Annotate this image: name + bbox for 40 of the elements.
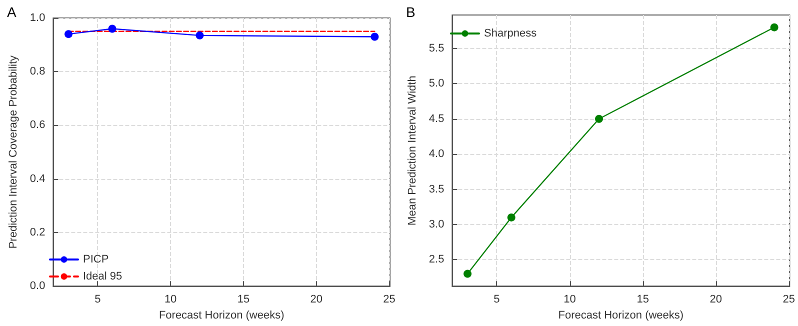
x-tick-label: 10 (564, 294, 576, 306)
chart-title: A (7, 4, 17, 20)
point (464, 270, 472, 278)
y-tick-label: 0.2 (30, 226, 46, 238)
y-tick-label: 0.4 (30, 172, 46, 185)
x-axis-title: Forecast Horizon (weeks) (158, 310, 284, 322)
x-tick-label: 25 (383, 294, 396, 306)
point (595, 114, 604, 123)
y-tick-label: 4.0 (428, 148, 444, 160)
y-tick-label: 3.0 (428, 218, 444, 230)
x-tick-label: 20 (310, 294, 322, 306)
y-tick-label: 0.6 (30, 119, 46, 132)
y-tick-label: 5.0 (428, 78, 444, 90)
y-tick-label: 3.5 (428, 183, 444, 196)
x-tick-label: 25 (782, 294, 796, 306)
y-axis-title: Prediction Interval Coverage Probability (8, 54, 20, 249)
y-tick-label: 0.0 (30, 280, 46, 292)
point (64, 30, 72, 38)
x-tick-label: 5 (94, 294, 101, 306)
x-axis-title: Forecast Horizon (weeks) (558, 310, 684, 322)
y-tick-label: 4.5 (428, 112, 444, 125)
legend-label: Ideal 95 (83, 270, 122, 282)
x-tick-label: 20 (710, 294, 722, 306)
x-tick-label: 15 (237, 294, 250, 306)
y-axis-title: Mean Prediction Interval Width (406, 76, 418, 226)
point (108, 24, 116, 33)
chart-title: B (406, 4, 416, 20)
x-tick-label: 5 (494, 294, 500, 306)
point (370, 32, 379, 41)
y-tick-label: 1.0 (30, 12, 46, 24)
point (507, 213, 516, 222)
legend-label: PICP (83, 254, 109, 266)
y-tick-label: 2.5 (428, 254, 444, 266)
y-tick-label: 5.5 (428, 42, 444, 54)
x-tick-label: 10 (164, 294, 177, 306)
y-tick-label: 0.8 (30, 66, 46, 78)
point (196, 31, 204, 40)
point (770, 23, 778, 32)
x-tick-label: 15 (636, 294, 649, 306)
legend-label: Sharpness (484, 28, 538, 40)
